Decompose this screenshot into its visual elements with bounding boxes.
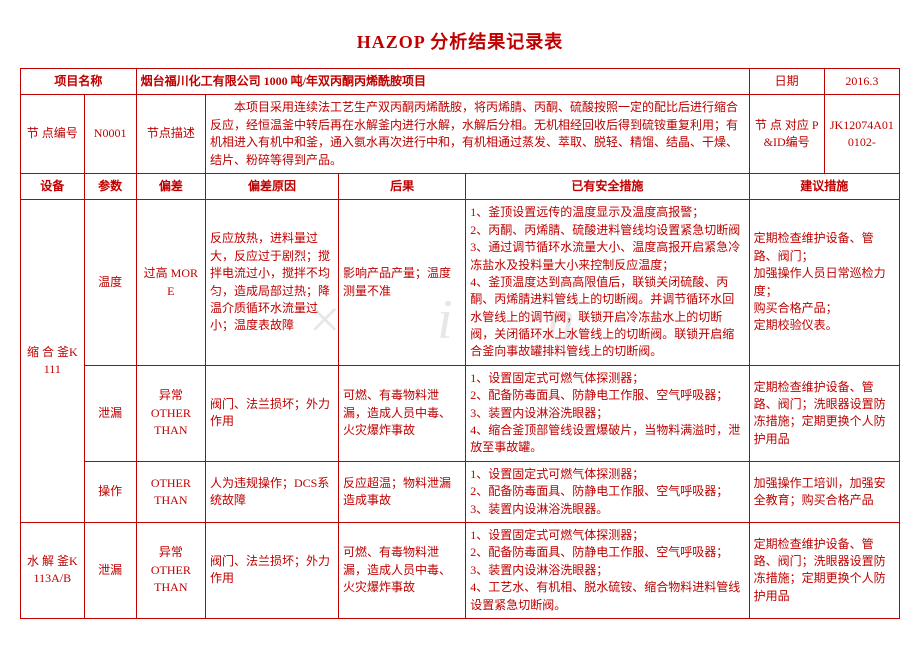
cell-safeguard: 1、釜顶设置远传的温度显示及温度高报警；2、丙酮、丙烯腈、硫酸进料管线均设置紧急… <box>466 200 749 366</box>
column-header-row: 设备 参数 偏差 偏差原因 后果 已有安全措施 建议措施 <box>21 173 900 199</box>
cell-param: 泄漏 <box>84 365 136 461</box>
label-node-desc: 节点描述 <box>136 95 205 174</box>
value-pid: JK12074A010102- <box>824 95 899 174</box>
cell-deviation: OTHERTHAN <box>136 461 205 522</box>
col-equip: 设备 <box>21 173 85 199</box>
label-date: 日期 <box>749 69 824 95</box>
table-row: 缩 合 釜K111 温度 过高 MORE 反应放热，进料量过大，反应过于剧烈；搅… <box>21 200 900 366</box>
value-date: 2016.3 <box>824 69 899 95</box>
cell-deviation: 过高 MORE <box>136 200 205 366</box>
cell-param: 操作 <box>84 461 136 522</box>
cell-recommend: 定期检查维护设备、管路、阀门；洗眼器设置防冻措施；定期更换个人防护用品 <box>749 522 899 618</box>
col-cause: 偏差原因 <box>206 173 339 199</box>
label-pid: 节 点 对应 P&ID编号 <box>749 95 824 174</box>
page: HAZOP 分析结果记录表 × i n 项目名称 烟台福川化工有限公司 1000… <box>20 28 900 619</box>
cell-deviation: 异常OTHERTHAN <box>136 522 205 618</box>
table-row: 水 解 釜K113A/B 泄漏 异常OTHERTHAN 阀门、法兰损坏；外力作用… <box>21 522 900 618</box>
cell-param: 温度 <box>84 200 136 366</box>
col-recommend: 建议措施 <box>749 173 899 199</box>
label-project-name: 项目名称 <box>21 69 137 95</box>
cell-consequence: 反应超温；物料泄漏造成事故 <box>339 461 466 522</box>
cell-cause: 人为违规操作；DCS系统故障 <box>206 461 339 522</box>
header-row-node: 节 点编号 N0001 节点描述 本项目采用连续法工艺生产双丙酮丙烯酰胺，将丙烯… <box>21 95 900 174</box>
cell-cause: 阀门、法兰损坏；外力作用 <box>206 522 339 618</box>
cell-recommend: 加强操作工培训，加强安全教育；购买合格产品 <box>749 461 899 522</box>
cell-equip: 水 解 釜K113A/B <box>21 522 85 618</box>
value-node-desc: 本项目采用连续法工艺生产双丙酮丙烯酰胺，将丙烯腈、丙酮、硫酸按照一定的配比后进行… <box>206 95 750 174</box>
col-safeguard: 已有安全措施 <box>466 173 749 199</box>
cell-deviation: 异常OTHERTHAN <box>136 365 205 461</box>
table-row: 操作 OTHERTHAN 人为违规操作；DCS系统故障 反应超温；物料泄漏造成事… <box>21 461 900 522</box>
value-node-no: N0001 <box>84 95 136 174</box>
col-deviation: 偏差 <box>136 173 205 199</box>
cell-cause: 阀门、法兰损坏；外力作用 <box>206 365 339 461</box>
cell-consequence: 影响产品产量；温度测量不准 <box>339 200 466 366</box>
cell-param: 泄漏 <box>84 522 136 618</box>
value-project-name: 烟台福川化工有限公司 1000 吨/年双丙酮丙烯酰胺项目 <box>136 69 749 95</box>
cell-safeguard: 1、设置固定式可燃气体探测器；2、配备防毒面具、防静电工作服、空气呼吸器；3、装… <box>466 522 749 618</box>
cell-recommend: 定期检查维护设备、管路、阀门；加强操作人员日常巡检力度；购买合格产品；定期校验仪… <box>749 200 899 366</box>
cell-safeguard: 1、设置固定式可燃气体探测器；2、配备防毒面具、防静电工作服、空气呼吸器；3、装… <box>466 365 749 461</box>
cell-consequence: 可燃、有毒物料泄漏，造成人员中毒、火灾爆炸事故 <box>339 365 466 461</box>
cell-safeguard: 1、设置固定式可燃气体探测器；2、配备防毒面具、防静电工作服、空气呼吸器；3、装… <box>466 461 749 522</box>
cell-consequence: 可燃、有毒物料泄漏，造成人员中毒、火灾爆炸事故 <box>339 522 466 618</box>
cell-equip: 缩 合 釜K111 <box>21 200 85 523</box>
table-row: 泄漏 异常OTHERTHAN 阀门、法兰损坏；外力作用 可燃、有毒物料泄漏，造成… <box>21 365 900 461</box>
header-row-project: 项目名称 烟台福川化工有限公司 1000 吨/年双丙酮丙烯酰胺项目 日期 201… <box>21 69 900 95</box>
label-node-no: 节 点编号 <box>21 95 85 174</box>
col-param: 参数 <box>84 173 136 199</box>
hazop-table: 项目名称 烟台福川化工有限公司 1000 吨/年双丙酮丙烯酰胺项目 日期 201… <box>20 68 900 619</box>
cell-recommend: 定期检查维护设备、管路、阀门；洗眼器设置防冻措施；定期更换个人防护用品 <box>749 365 899 461</box>
cell-cause: 反应放热，进料量过大，反应过于剧烈；搅拌电流过小，搅拌不均匀，造成局部过热；降温… <box>206 200 339 366</box>
page-title: HAZOP 分析结果记录表 <box>20 28 900 54</box>
col-consequence: 后果 <box>339 173 466 199</box>
